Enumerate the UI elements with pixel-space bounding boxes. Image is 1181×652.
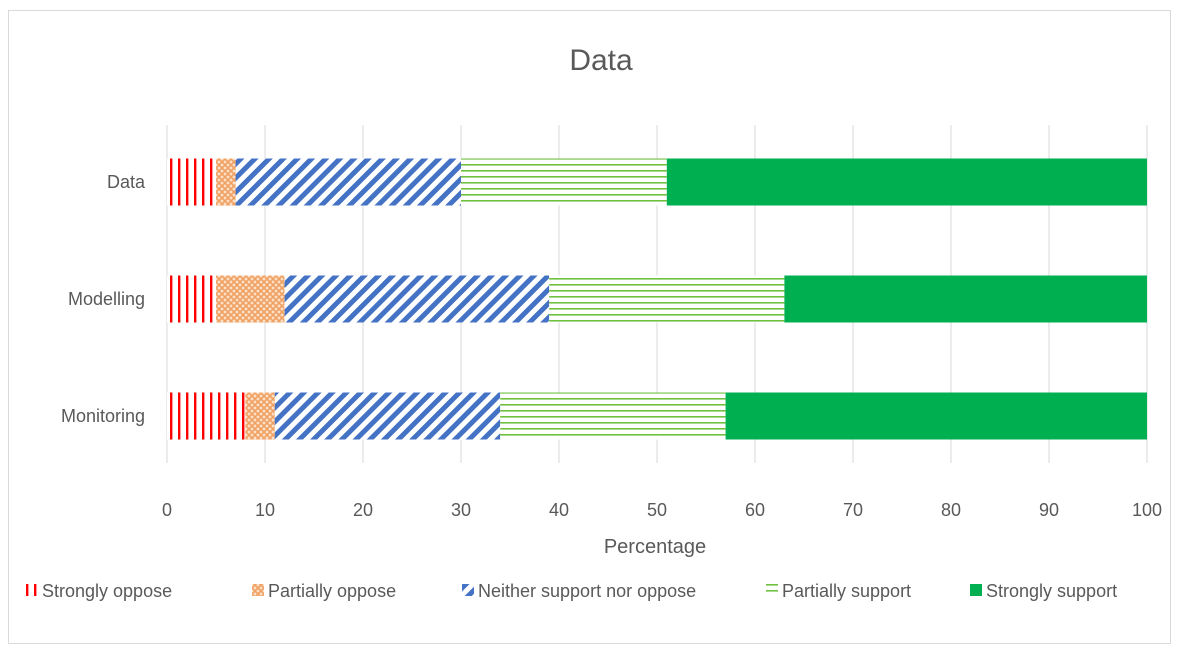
legend-swatch xyxy=(462,584,474,596)
legend-item: Neither support nor oppose xyxy=(462,581,696,601)
bar-data-strongly-oppose xyxy=(167,158,216,206)
legend-item: Partially oppose xyxy=(252,581,396,601)
x-tick-label: 100 xyxy=(1132,500,1162,520)
bar-monitoring-partially-support xyxy=(500,392,726,440)
x-axis-label: Percentage xyxy=(604,536,706,558)
y-tick-labels: Data Modelling Monitoring xyxy=(61,172,146,426)
x-tick-label: 50 xyxy=(647,500,667,520)
chart-frame xyxy=(8,10,1171,644)
x-tick-label: 40 xyxy=(549,500,569,520)
bars xyxy=(167,158,1147,440)
bar-modelling-partially-oppose xyxy=(216,275,285,323)
y-tick-label: Data xyxy=(107,172,146,192)
bar-modelling-strongly-support xyxy=(784,275,1147,323)
legend-label: Strongly support xyxy=(986,581,1117,601)
legend-swatch xyxy=(26,584,38,596)
bar-monitoring-partially-oppose xyxy=(245,392,275,440)
legend-label: Partially oppose xyxy=(268,581,396,601)
bar-monitoring-strongly-oppose xyxy=(167,392,246,440)
y-tick-label: Modelling xyxy=(68,289,145,309)
chart-title: Data xyxy=(569,44,633,77)
bar-modelling-partially-support xyxy=(549,275,785,323)
x-tick-label: 20 xyxy=(353,500,373,520)
bar-modelling-strongly-oppose xyxy=(167,275,216,323)
legend-item: Partially support xyxy=(766,581,911,601)
legend-label: Partially support xyxy=(782,581,911,601)
bar-data-neither-support-nor-oppose xyxy=(235,158,461,206)
legend-item: Strongly support xyxy=(970,581,1117,601)
legend-swatch xyxy=(970,584,982,596)
legend-label: Strongly oppose xyxy=(42,581,172,601)
x-tick-label: 60 xyxy=(745,500,765,520)
x-tick-label: 90 xyxy=(1039,500,1059,520)
bar-data-partially-support xyxy=(461,158,667,206)
legend-item: Strongly oppose xyxy=(26,581,172,601)
legend-label: Neither support nor oppose xyxy=(478,581,696,601)
legend-swatch xyxy=(252,584,264,596)
x-tick-label: 0 xyxy=(162,500,172,520)
x-tick-label: 10 xyxy=(255,500,275,520)
legend-swatch xyxy=(766,584,778,596)
x-tick-label: 70 xyxy=(843,500,863,520)
bar-modelling-neither-support-nor-oppose xyxy=(284,275,550,323)
x-tick-label: 80 xyxy=(941,500,961,520)
bar-data-strongly-support xyxy=(666,158,1147,206)
y-tick-label: Monitoring xyxy=(61,406,145,426)
x-tick-label: 30 xyxy=(451,500,471,520)
bar-monitoring-strongly-support xyxy=(725,392,1147,440)
x-tick-labels: 0 10 20 30 40 50 60 70 80 90 100 xyxy=(162,500,1162,520)
bar-data-partially-oppose xyxy=(216,158,236,206)
legend: Strongly oppose Partially oppose Neither s… xyxy=(26,581,1117,601)
bar-monitoring-neither-support-nor-oppose xyxy=(274,392,501,440)
